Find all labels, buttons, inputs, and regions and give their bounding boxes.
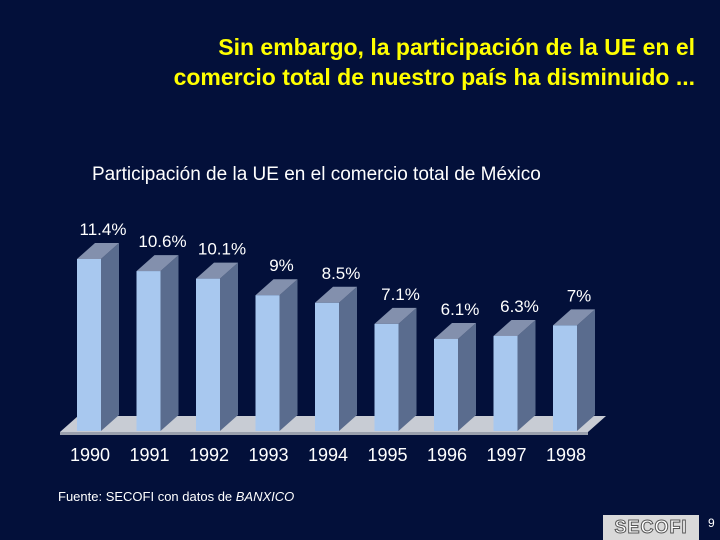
- x-tick-label: 1993: [248, 445, 288, 465]
- slide-title: Sin embargo, la participación de la UE e…: [40, 32, 695, 92]
- bar-side: [279, 279, 298, 431]
- bar-side: [160, 255, 179, 431]
- data-label: 7.1%: [381, 285, 420, 304]
- data-label: 10.6%: [138, 232, 186, 251]
- bar: [255, 295, 280, 431]
- page-number: 9: [708, 516, 715, 530]
- bar: [553, 325, 577, 431]
- bar: [374, 323, 399, 431]
- bar-side: [517, 319, 536, 431]
- bar: [136, 271, 161, 431]
- bar-side: [458, 322, 476, 431]
- chart-title: Participación de la UE en el comercio to…: [92, 164, 541, 185]
- bar: [77, 259, 101, 431]
- x-tick-label: 1996: [427, 445, 467, 465]
- x-tick-label: 1990: [70, 445, 110, 465]
- x-tick-label: 1998: [546, 445, 586, 465]
- bar-top: [315, 286, 357, 303]
- x-tick-label: 1994: [308, 445, 348, 465]
- bar-side: [101, 243, 119, 431]
- bar-top: [77, 243, 119, 259]
- bar-top: [136, 255, 179, 272]
- data-label: 6.1%: [441, 300, 480, 319]
- bar: [493, 335, 518, 431]
- slide-title-line-1: Sin embargo, la participación de la UE e…: [218, 34, 695, 60]
- bar-top: [553, 309, 595, 326]
- secofi-logo: SECOFI: [603, 515, 699, 540]
- bar-side: [577, 309, 595, 431]
- data-label: 6.3%: [500, 297, 539, 316]
- source-italic: BANXICO: [235, 489, 295, 504]
- x-tick-label: 1992: [189, 445, 229, 465]
- bar: [315, 302, 339, 431]
- data-label: 9%: [269, 256, 294, 275]
- logo-text: SECOFI: [614, 517, 688, 538]
- slide-title-line-2: comercio total de nuestro país ha dismin…: [173, 64, 695, 90]
- source-prefix: Fuente: SECOFI con datos de: [58, 489, 236, 504]
- x-tick-label: 1991: [129, 445, 169, 465]
- bar-top: [374, 307, 417, 324]
- bar-side: [339, 286, 357, 431]
- bar-top: [255, 279, 298, 296]
- chart-floor-edge: [60, 432, 588, 435]
- bar-side: [220, 262, 238, 431]
- bar-side: [398, 307, 417, 431]
- x-tick-label: 1997: [486, 445, 526, 465]
- bar-top: [493, 319, 536, 336]
- bar: [196, 278, 220, 431]
- bar: [434, 338, 458, 431]
- data-label: 7%: [567, 286, 592, 305]
- data-label: 10.1%: [198, 240, 246, 259]
- source-note: Fuente: SECOFI con datos de BANXICO: [58, 489, 294, 504]
- bar-top: [434, 322, 476, 339]
- x-tick-label: 1995: [367, 445, 407, 465]
- data-label: 11.4%: [80, 220, 127, 239]
- data-label: 8.5%: [322, 264, 361, 283]
- bar-top: [196, 262, 238, 279]
